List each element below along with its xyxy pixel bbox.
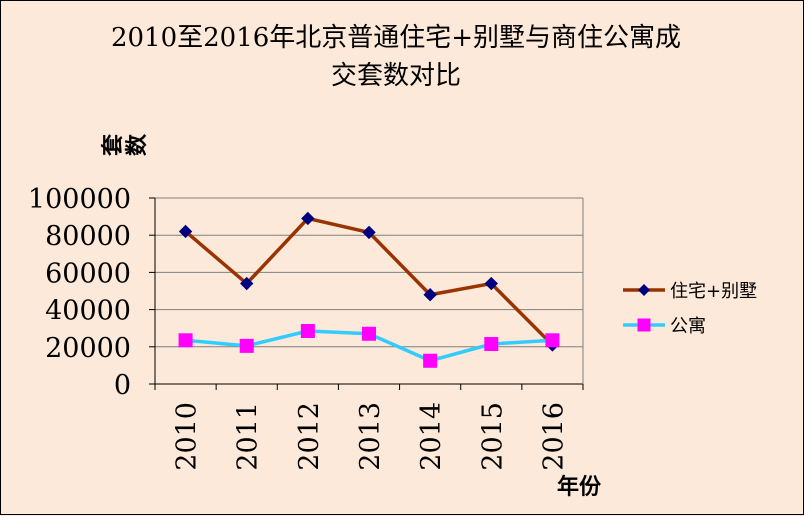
data-point-diamond — [301, 211, 315, 226]
y-tick-label: 20000 — [45, 333, 131, 364]
x-tick-label: 2014 — [416, 402, 447, 471]
data-point-diamond — [362, 225, 376, 240]
data-point-square — [178, 333, 193, 348]
axes — [149, 197, 584, 390]
x-tick-label: 2011 — [233, 402, 264, 471]
y-tick-label: 100000 — [28, 184, 131, 215]
data-point-square — [423, 353, 438, 368]
y-tick-labels: 0 20000 40000 60000 80000 100000 — [28, 184, 131, 401]
legend-label: 住宅+别墅 — [670, 281, 757, 302]
x-tick-label: 2015 — [477, 402, 508, 471]
legend-label: 公寓 — [670, 316, 706, 337]
chart-title: 2010至2016年北京普通住宅+别墅与商住公寓成 交套数对比 — [110, 23, 682, 91]
data-point-diamond — [484, 276, 498, 291]
y-tick-label: 0 — [114, 370, 131, 401]
legend-marker — [638, 284, 650, 296]
x-tick-labels: 2010 2011 2012 2013 2014 2015 2016 — [172, 402, 570, 471]
data-point-square — [362, 326, 376, 341]
gridlines — [155, 197, 583, 348]
data-point-diamond — [178, 224, 193, 239]
y-tick-label: 80000 — [45, 221, 131, 252]
data-point-square — [239, 338, 254, 353]
x-tick-label: 2013 — [355, 402, 386, 471]
data-point-square — [484, 337, 499, 352]
data-point-diamond — [240, 276, 254, 291]
data-series — [178, 211, 560, 368]
x-tick-label: 2010 — [172, 402, 203, 471]
x-tick-label: 2012 — [294, 402, 325, 471]
y-tick-label: 40000 — [45, 296, 131, 327]
data-point-square — [545, 333, 560, 348]
legend-marker — [637, 318, 651, 332]
data-point-square — [300, 323, 315, 338]
data-point-diamond — [423, 288, 437, 302]
y-tick-label: 60000 — [45, 258, 131, 289]
x-tick-label: 2016 — [538, 402, 569, 471]
x-axis-label: 年份 — [557, 474, 602, 500]
